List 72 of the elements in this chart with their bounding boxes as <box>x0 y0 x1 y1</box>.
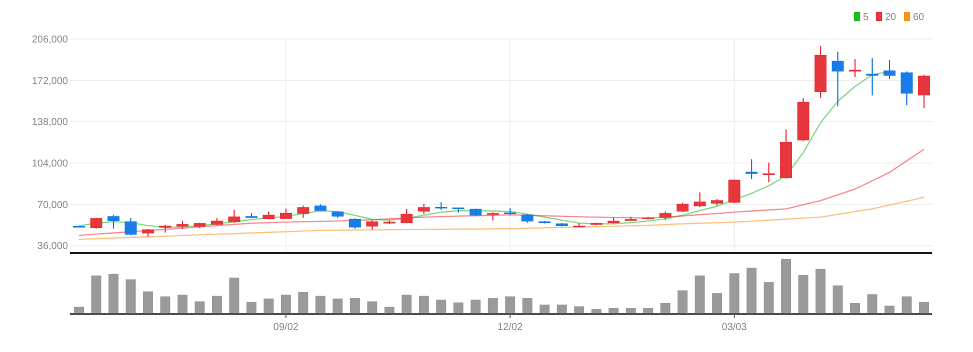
bar <box>246 302 256 314</box>
bar <box>470 300 481 314</box>
bar <box>177 294 188 314</box>
candlestick <box>676 202 689 212</box>
legend-label: 60 <box>913 12 925 23</box>
bar <box>229 278 240 314</box>
y-tick-label: 172,000 <box>32 76 68 87</box>
candlestick <box>918 74 930 108</box>
candlestick <box>90 217 102 230</box>
x-tick-label: 09/02 <box>273 322 299 333</box>
y-tick-label: 206,000 <box>32 34 68 46</box>
bar <box>418 296 429 314</box>
bar <box>367 301 378 314</box>
legend-label: 5 <box>863 12 869 23</box>
bar <box>280 294 291 314</box>
bar <box>798 274 808 314</box>
bar <box>315 296 326 314</box>
candlestick <box>900 70 913 106</box>
bar <box>350 298 360 314</box>
bar <box>729 273 740 314</box>
candlestick <box>728 178 740 204</box>
bar <box>867 294 878 314</box>
legend-label: 20 <box>885 12 897 23</box>
candlestick <box>124 218 137 236</box>
bar <box>746 268 757 314</box>
candlestick <box>418 203 430 215</box>
bar <box>764 282 774 314</box>
bar <box>91 276 102 314</box>
bar <box>678 290 688 314</box>
bar <box>332 298 343 314</box>
candlestick <box>280 208 292 220</box>
candlestick <box>694 192 706 208</box>
bar <box>816 268 826 314</box>
y-tick-label: 70,000 <box>37 200 68 211</box>
candlestick <box>746 158 758 180</box>
x-tick-label: 12/02 <box>498 322 524 333</box>
bar <box>126 279 136 314</box>
bar <box>712 293 722 314</box>
candlestick <box>400 208 413 224</box>
bar <box>902 296 912 314</box>
bar <box>505 296 516 314</box>
bar <box>540 304 550 314</box>
bar <box>660 303 670 314</box>
x-tick-label: 03/03 <box>722 322 748 333</box>
candlestick <box>107 214 120 230</box>
bar <box>850 303 860 314</box>
y-tick-label: 138,000 <box>32 117 68 128</box>
bar <box>160 296 170 314</box>
bar <box>142 291 153 314</box>
bar <box>453 302 464 314</box>
candlestick <box>348 218 361 230</box>
bar <box>298 292 308 314</box>
candlestick <box>832 51 844 107</box>
bar <box>522 298 532 314</box>
y-tick-label: 36,000 <box>37 241 68 252</box>
bar <box>832 285 843 314</box>
bar <box>781 259 792 314</box>
y-tick-label: 104,000 <box>32 158 68 170</box>
bar <box>556 304 567 314</box>
bar <box>694 276 705 314</box>
bar <box>264 298 274 314</box>
bar <box>108 274 118 314</box>
candlestick <box>297 204 310 218</box>
candlestick <box>366 219 378 230</box>
candlestick <box>884 59 896 80</box>
candlestick <box>228 209 240 224</box>
bar <box>194 301 205 314</box>
bar <box>488 298 498 314</box>
bar <box>919 302 929 314</box>
bar <box>436 300 446 314</box>
bar <box>212 296 222 314</box>
bar <box>402 294 412 314</box>
